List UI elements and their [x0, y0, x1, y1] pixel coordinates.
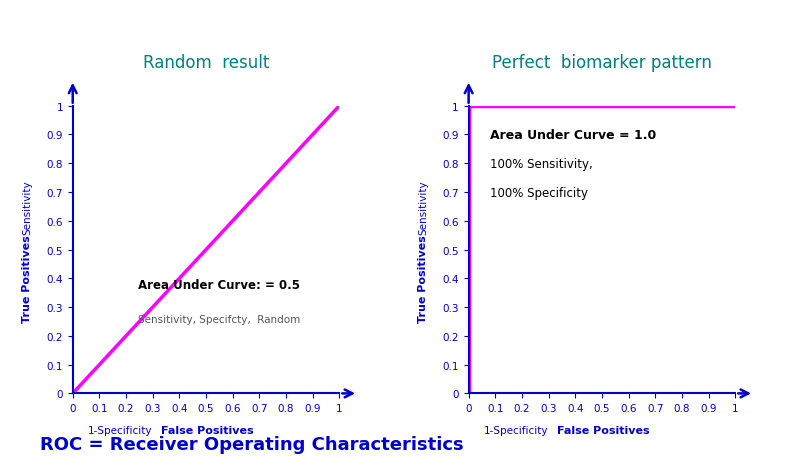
Text: 100% Specificity: 100% Specificity — [490, 186, 588, 199]
Title: Perfect  biomarker pattern: Perfect biomarker pattern — [492, 54, 712, 72]
Text: Sensitivity: Sensitivity — [419, 180, 428, 234]
Text: True Positives: True Positives — [419, 235, 428, 323]
Text: Area Under Curve: = 0.5: Area Under Curve: = 0.5 — [138, 278, 301, 291]
Text: 1-Specificity: 1-Specificity — [88, 425, 153, 435]
Text: 1-Specificity: 1-Specificity — [484, 425, 549, 435]
Title: Random  result: Random result — [143, 54, 269, 72]
Text: 100% Sensitivity,: 100% Sensitivity, — [490, 157, 593, 170]
Text: ROC = Receiver Operating Characteristics: ROC = Receiver Operating Characteristics — [40, 436, 464, 453]
Text: False Positives: False Positives — [161, 425, 254, 435]
Text: Sensitivity, Specifcty,  Random: Sensitivity, Specifcty, Random — [138, 314, 301, 324]
Text: Sensitivity: Sensitivity — [23, 180, 32, 234]
Text: False Positives: False Positives — [557, 425, 650, 435]
Text: True Positives: True Positives — [23, 235, 32, 323]
Text: Area Under Curve = 1.0: Area Under Curve = 1.0 — [490, 129, 656, 142]
